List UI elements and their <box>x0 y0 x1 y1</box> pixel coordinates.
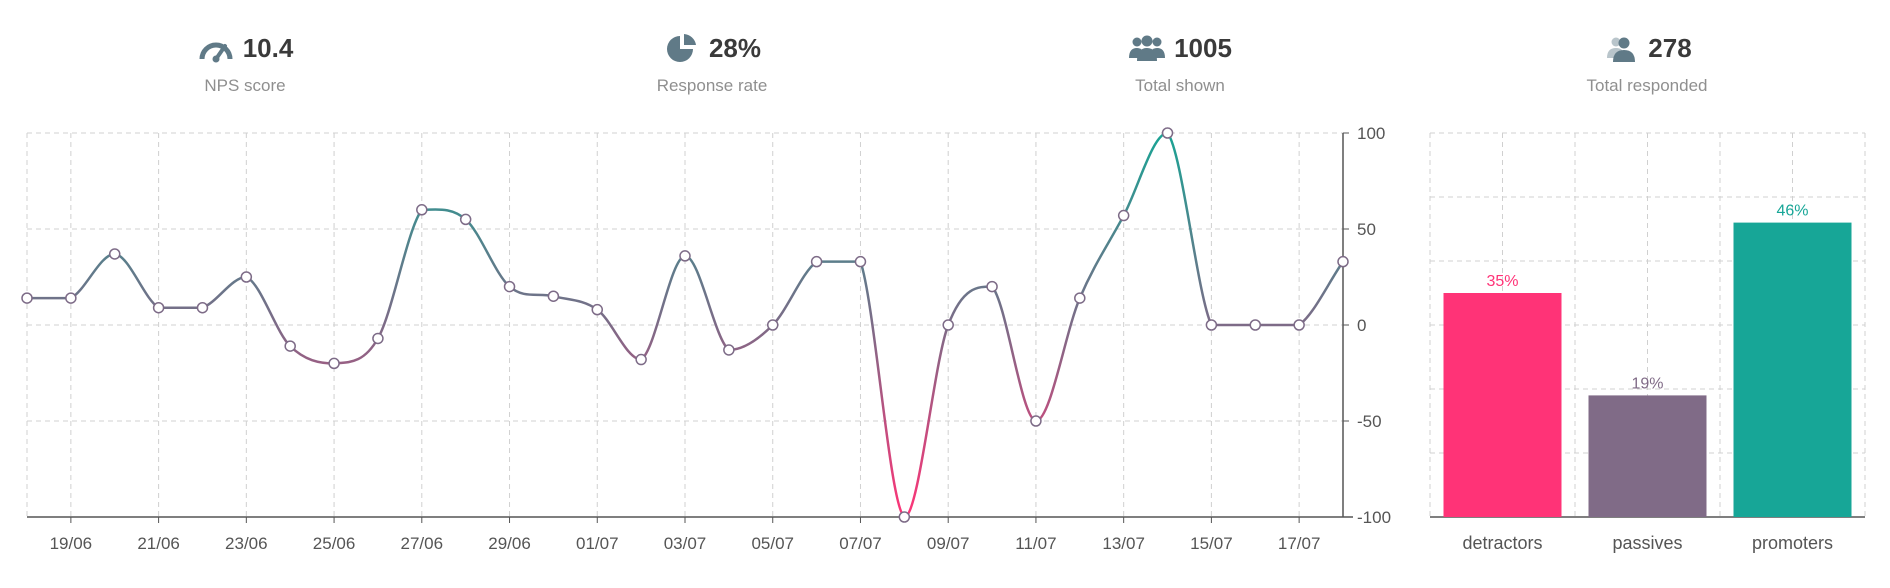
nps-score-value: 10.4 <box>242 32 294 63</box>
data-point <box>328 357 340 370</box>
data-point <box>942 319 954 331</box>
bar-value-label: 35% <box>1486 273 1518 290</box>
nps-trend-line-chart: 100 50 0 -50 -100 19/06 21/06 23/06 25/06 27/06 29… <box>21 124 1391 553</box>
data-point <box>1117 209 1130 222</box>
x-tick-label: 03/07 <box>664 534 707 553</box>
x-tick-label: 23/06 <box>225 534 268 553</box>
data-point <box>1030 415 1042 427</box>
x-tick-label: 25/06 <box>313 534 356 553</box>
bar-value-label: 19% <box>1631 375 1663 392</box>
data-point <box>152 301 165 314</box>
stat-total-responded: 278 Total responded <box>1477 30 1817 96</box>
stat-response-rate: 28% Response rate <box>542 30 882 96</box>
y-tick-label: -50 <box>1357 412 1382 431</box>
data-point <box>284 340 296 352</box>
data-point <box>65 292 77 304</box>
data-point <box>591 303 604 316</box>
data-point <box>1293 319 1305 331</box>
x-tick-label: 27/06 <box>401 534 444 553</box>
data-point <box>459 213 472 226</box>
data-point <box>240 271 253 283</box>
user-responded-icon <box>1607 37 1636 62</box>
data-point <box>372 332 384 345</box>
x-tick-label: 05/07 <box>751 534 794 553</box>
x-tick-label: 21/06 <box>137 534 180 553</box>
data-point <box>1074 292 1086 304</box>
users-icon <box>1129 35 1166 61</box>
y-tick-label: -100 <box>1357 508 1391 527</box>
data-point <box>1161 127 1174 139</box>
bar-passives <box>1588 395 1707 517</box>
data-point <box>1337 255 1349 268</box>
total-shown-label: Total shown <box>1135 76 1225 95</box>
x-tick-label: 15/07 <box>1190 534 1233 553</box>
category-label: passives <box>1612 533 1682 553</box>
data-point <box>1249 319 1262 331</box>
x-tick-label: 07/07 <box>839 534 882 553</box>
data-point <box>898 511 911 523</box>
stats-row: 10.4 NPS score 28% Response rate 1005 <box>0 0 1890 110</box>
x-tick-label: 29/06 <box>488 534 531 553</box>
data-point <box>21 292 33 304</box>
y-tick-label: 100 <box>1357 124 1385 143</box>
data-point <box>108 248 121 260</box>
bar-promoters <box>1733 222 1852 517</box>
category-label: detractors <box>1462 533 1542 553</box>
total-responded-value: 278 <box>1648 32 1692 63</box>
category-label: promoters <box>1752 533 1833 553</box>
y-tick-label: 50 <box>1357 220 1376 239</box>
data-point <box>635 353 647 366</box>
nps-breakdown-bar-chart: 35% detractors 19% passives 46% promoters <box>1429 132 1866 553</box>
x-tick-label: 09/07 <box>927 534 970 553</box>
stat-nps-score: 10.4 NPS score <box>75 30 415 96</box>
data-point <box>503 280 516 293</box>
x-tick-label: 17/07 <box>1278 534 1321 553</box>
data-point <box>810 255 823 268</box>
response-rate-value: 28% <box>708 32 762 63</box>
data-point <box>986 280 998 293</box>
data-point <box>416 204 428 216</box>
stat-total-shown: 1005 Total shown <box>1010 30 1350 96</box>
pie-chart-icon <box>666 34 696 62</box>
x-tick-label: 01/07 <box>576 534 619 553</box>
y-tick-label: 0 <box>1357 316 1366 335</box>
line-chart-grid <box>26 132 1343 518</box>
gauge-icon <box>199 42 233 63</box>
data-point <box>1205 319 1218 331</box>
data-point <box>854 255 867 268</box>
nps-score-label: NPS score <box>204 76 286 95</box>
bar-detractors <box>1443 293 1562 517</box>
total-shown-value: 1005 <box>1174 32 1232 63</box>
response-rate-label: Response rate <box>656 76 768 95</box>
data-point <box>723 344 735 356</box>
data-point <box>679 250 691 262</box>
x-tick-label: 13/07 <box>1102 534 1145 553</box>
total-responded-label: Total responded <box>1586 76 1708 95</box>
data-point <box>547 290 560 302</box>
bar-value-label: 46% <box>1776 203 1808 220</box>
data-point <box>766 319 779 331</box>
x-tick-label: 11/07 <box>1015 534 1056 553</box>
x-tick-label: 19/06 <box>50 534 93 553</box>
data-point <box>196 301 209 314</box>
